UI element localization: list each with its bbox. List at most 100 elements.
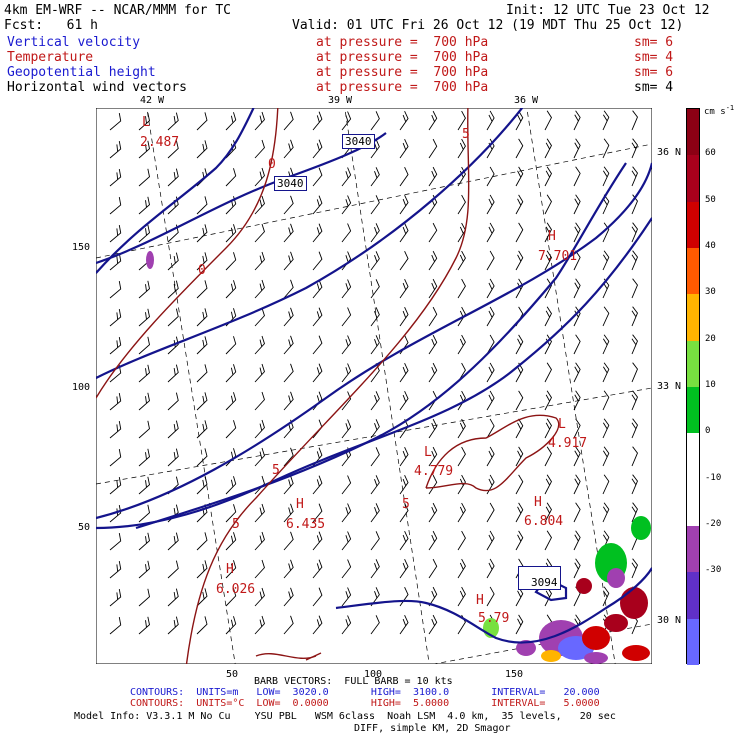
wind-barb [283,587,294,607]
wind-barb [399,363,409,383]
wind-barb [399,279,409,299]
wind-barb [370,391,380,411]
wind-barb [254,167,265,187]
wind-barb [602,418,610,439]
wind-barb [370,307,380,327]
wind-barb [544,446,552,467]
colorbar-swatches [686,108,700,665]
temp-label: 0 [198,263,206,278]
wind-barb [196,308,208,327]
model-info-2: DIFF, simple KM, 2D Smagor [354,723,511,734]
wind-barb [399,587,409,607]
wind-barb [341,531,352,551]
wind-barb [370,335,380,355]
wind-barb [486,278,495,299]
colorbar-swatch [687,155,699,202]
wind-barb [138,112,150,131]
wind-barb [109,616,122,635]
wind-barb [602,222,610,243]
wind-barb [602,138,610,159]
wind-barb [341,363,352,383]
wind-barb [225,504,237,523]
colorbar-swatch [687,248,699,295]
wind-barb [283,363,294,383]
wind-barb [196,420,208,439]
extremum-value: 5.79 [478,611,510,626]
wind-barb [399,139,409,159]
wind-barb [515,250,524,271]
wind-barb [544,194,552,215]
wind-barb [544,390,552,411]
wind-barb [428,362,438,383]
wind-barb [312,111,323,131]
wind-barb [167,532,179,551]
wind-barb [428,418,438,439]
wind-barb [283,475,294,495]
wind-barb [486,530,495,551]
wind-barb [602,502,610,523]
wind-barb [341,111,352,131]
height-label-box: 3040 [274,176,307,191]
wind-barb [225,476,237,495]
wind-barb [370,615,380,635]
wind-barb [341,559,352,579]
wind-barb [138,392,150,411]
wind-barb [399,111,409,131]
wind-barb [167,420,179,439]
wind-barb [515,194,524,215]
wind-barb [283,503,294,523]
wind-barb [167,392,179,411]
wind-barb [457,418,466,439]
wind-barb [341,503,352,523]
wind-barb [399,167,409,187]
wind-barb [341,587,352,607]
wind-barb [254,363,265,383]
wind-barb [573,110,581,131]
wind-barb [544,306,552,327]
wind-barb [312,195,323,215]
wind-barb [109,476,122,495]
colorbar-label: -30 [705,565,722,576]
wind-barb [312,223,323,243]
wind-barb [254,111,265,131]
wind-barb [573,222,581,243]
wind-barb [631,558,638,579]
wind-barb [428,614,438,635]
wind-barb [486,306,495,327]
colorbar-swatch [687,572,699,619]
grid-y-label: 150 [72,242,91,253]
wind-barb [515,166,524,187]
wind-barb [283,335,294,355]
wind-barb [544,502,552,523]
wind-barb [602,250,610,271]
wind-barb [457,586,466,607]
wind-barb [428,446,438,467]
wind-barb [428,110,438,131]
field-smoothing: sm= 4 [634,50,674,65]
wind-barb [225,336,237,355]
wind-barb [254,223,265,243]
wind-barb [631,278,638,299]
colorbar-swatch [687,526,699,573]
temp-label: 0 [268,157,276,172]
wind-barb [370,503,380,523]
wind-barb [138,588,150,607]
extremum-mark: H [296,497,304,512]
wind-barb [312,503,323,523]
wind-barb [573,362,581,383]
height-contours [96,108,652,644]
extremum-mark: H [226,562,234,577]
temp-contour-legend: CONTOURS: UNITS=°C LOW= 0.0000 HIGH= 5.0… [130,698,600,709]
colorbar-swatch [687,201,699,248]
wind-barb [486,586,495,607]
grid-x-label: 100 [364,669,383,680]
wind-barb [515,138,524,159]
wind-barb [196,196,208,215]
wind-barb [167,308,179,327]
wind-barb [457,530,466,551]
wind-barb [225,448,237,467]
wind-barb [602,362,610,383]
wind-barb [138,224,150,243]
wind-barb [544,166,552,187]
wind-barb [312,167,323,187]
